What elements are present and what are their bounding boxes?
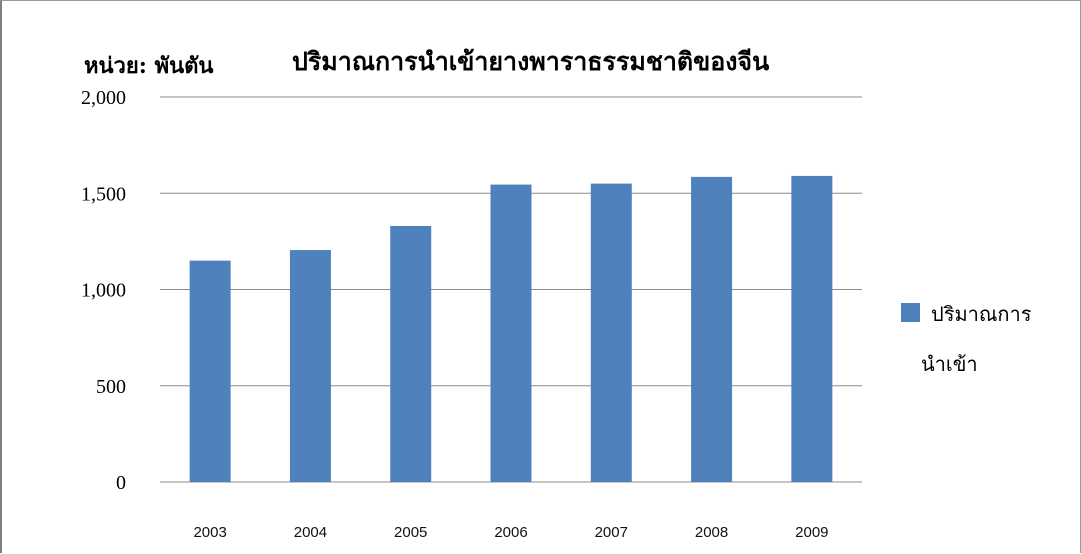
chart-title: ปริมาณการนำเข้ายางพาราธรรมชาติของจีน xyxy=(292,47,769,76)
x-tick-label-2008: 2008 xyxy=(695,524,728,541)
bar-2003 xyxy=(189,260,231,482)
bars xyxy=(189,175,833,483)
x-tick-labels: 2003 2004 2005 2006 2007 2008 2009 xyxy=(193,524,828,541)
x-tick-label-2007: 2007 xyxy=(595,524,628,541)
x-tick-label-2003: 2003 xyxy=(193,524,226,541)
legend-swatch xyxy=(901,303,920,322)
y-tick-label-2000: 2,000 xyxy=(81,87,126,109)
bar-2009 xyxy=(791,175,833,483)
x-tick-label-2009: 2009 xyxy=(795,524,828,541)
bar-2007 xyxy=(590,183,632,482)
x-tick-label-2006: 2006 xyxy=(494,524,527,541)
legend-label-line-2: นำเข้า xyxy=(921,352,978,376)
legend-label-line-1: ปริมาณการ xyxy=(931,302,1032,326)
bar-2005 xyxy=(390,225,432,482)
x-tick-label-2005: 2005 xyxy=(394,524,427,541)
y-tick-label-0: 0 xyxy=(116,472,126,494)
legend: ปริมาณการ นำเข้า xyxy=(901,302,1032,376)
y-tick-label-500: 500 xyxy=(96,376,126,398)
bar-2008 xyxy=(691,176,733,482)
bar-2004 xyxy=(289,250,331,482)
y-tick-labels: 0 500 1,000 1,500 2,000 xyxy=(81,87,126,494)
bar-2006 xyxy=(490,184,532,482)
y-tick-label-1500: 1,500 xyxy=(81,183,126,205)
y-tick-label-1000: 1,000 xyxy=(81,280,126,302)
x-tick-label-2004: 2004 xyxy=(294,524,327,541)
unit-label: หน่วย: พันตัน xyxy=(84,53,213,79)
